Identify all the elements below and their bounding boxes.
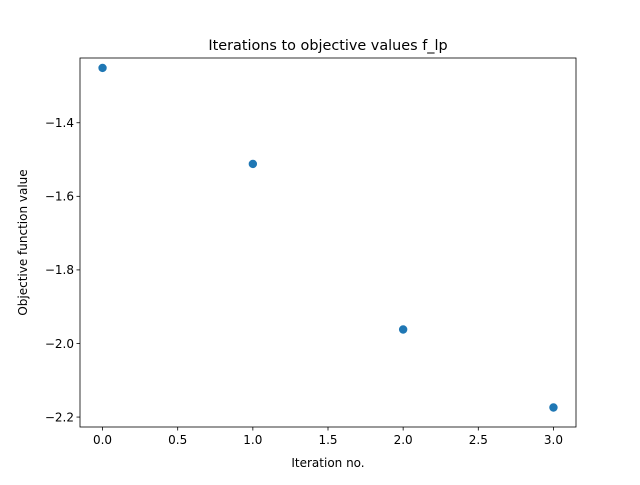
y-tick-label: −1.4 xyxy=(45,116,74,130)
y-tick-label: −2.2 xyxy=(45,410,74,424)
y-axis-ticks: −2.2 −2.0 −1.8 −1.6 −1.4 xyxy=(45,116,80,424)
x-axis-ticks: 0.0 0.5 1.0 1.5 2.0 2.5 3.0 xyxy=(93,427,563,447)
y-tick-label: −1.6 xyxy=(45,190,74,204)
y-tick-label: −1.8 xyxy=(45,263,74,277)
data-points xyxy=(98,63,558,412)
x-tick-label: 2.5 xyxy=(469,433,488,447)
x-tick-label: 2.0 xyxy=(394,433,413,447)
x-tick-label: 3.0 xyxy=(544,433,563,447)
data-point xyxy=(98,63,107,73)
chart-title: Iterations to objective values f_lp xyxy=(208,38,447,54)
data-point xyxy=(248,159,258,169)
data-point xyxy=(398,325,408,334)
axes-frame xyxy=(79,57,577,428)
x-axis-label: Iteration no. xyxy=(291,456,364,470)
x-tick-label: 0.5 xyxy=(168,433,187,447)
data-point xyxy=(549,403,558,412)
x-tick-label: 1.0 xyxy=(243,433,262,447)
y-axis-label: Objective function value xyxy=(16,169,30,315)
y-tick-label: −2.0 xyxy=(45,337,74,351)
x-tick-label: 1.5 xyxy=(318,433,337,447)
x-tick-label: 0.0 xyxy=(93,433,112,447)
